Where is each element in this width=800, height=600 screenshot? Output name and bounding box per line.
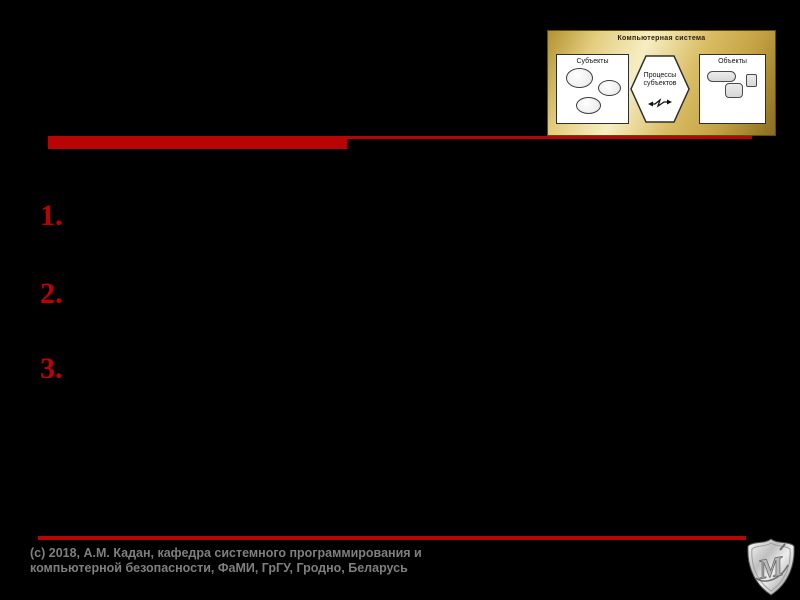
process-label: Процессы субъектов — [643, 72, 677, 87]
list-number-3: 3. — [40, 352, 63, 385]
header-rule-thick — [48, 136, 347, 149]
object-pill-shape — [707, 71, 736, 82]
list-number-2: 2. — [40, 277, 63, 310]
faculty-shield-logo: М — [747, 538, 795, 596]
subjects-label: Субъекты — [576, 58, 609, 65]
subject-ellipse — [598, 80, 621, 96]
copyright-line-2: компьютерной безопасности, ФаМИ, ГрГУ, Г… — [30, 561, 408, 575]
objects-label: Объекты — [718, 58, 747, 65]
monogram-accent — [779, 543, 786, 551]
objects-box: Объекты — [699, 54, 766, 124]
footer-rule — [38, 536, 746, 540]
list-number-1: 1. — [40, 199, 63, 232]
hexagon-shape-icon — [630, 55, 690, 123]
computer-system-diagram: Компьютерная система Субъекты Процессы с… — [547, 30, 776, 136]
header-rule-thin — [48, 136, 752, 139]
subject-ellipse — [566, 68, 593, 88]
exchange-arrow-icon — [648, 98, 672, 108]
object-rounded-square-shape — [725, 83, 743, 98]
subject-ellipse — [576, 97, 601, 114]
object-square-shape — [746, 74, 757, 87]
subjects-box: Субъекты — [556, 54, 629, 124]
copyright-line-1: (с) 2018, А.М. Кадан, кафедра системного… — [30, 546, 422, 560]
process-hexagon: Процессы субъектов — [630, 55, 690, 123]
diagram-title: Компьютерная система — [617, 35, 706, 42]
copyright-text: (с) 2018, А.М. Кадан, кафедра системного… — [30, 546, 610, 576]
monogram-swoosh — [755, 564, 789, 582]
